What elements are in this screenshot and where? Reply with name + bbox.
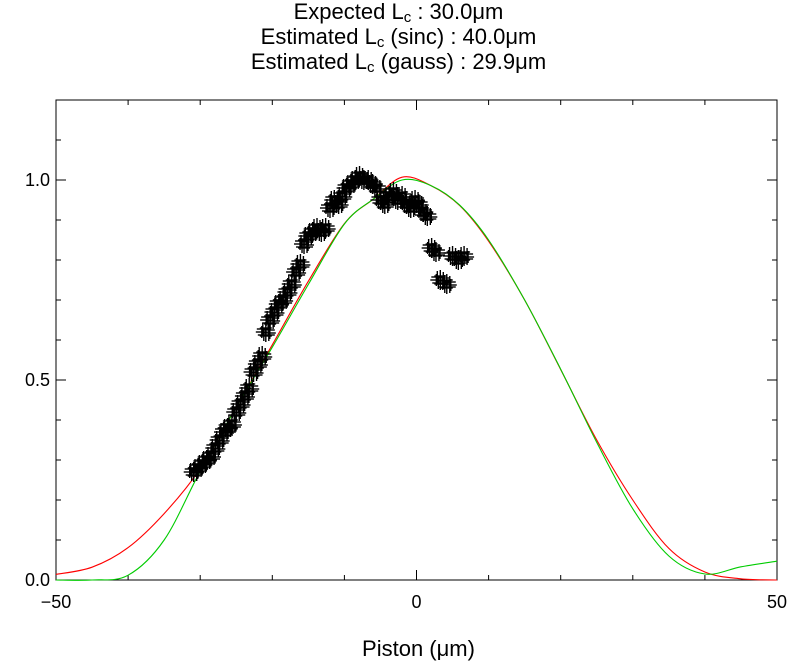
data-points bbox=[183, 166, 475, 482]
tick-labels: −50 0 50 0.0 0.5 1.0 bbox=[25, 170, 787, 612]
data-point bbox=[454, 246, 475, 266]
data-point bbox=[255, 322, 276, 342]
chart-title-line-1: Expected Lc : 30.0μm bbox=[293, 0, 504, 26]
data-point bbox=[252, 346, 273, 366]
x-tick-label: 50 bbox=[767, 592, 787, 612]
plot-frame bbox=[55, 99, 778, 581]
y-tick-label: 0.0 bbox=[25, 570, 50, 590]
axis-ticks bbox=[55, 99, 778, 581]
x-axis-label: Piston (μm) bbox=[362, 636, 475, 661]
chart-title-line-2: Estimated Lc (sinc) : 40.0μm bbox=[260, 24, 537, 51]
data-point bbox=[436, 274, 457, 294]
sinc-fit-curve bbox=[55, 176, 778, 581]
chart-title-line-3: Estimated Lc (gauss) : 29.9μm bbox=[250, 49, 547, 76]
fit-curves bbox=[55, 176, 778, 581]
y-tick-label: 0.5 bbox=[25, 370, 50, 390]
y-tick-label: 1.0 bbox=[25, 170, 50, 190]
x-tick-label: −50 bbox=[41, 592, 72, 612]
data-point bbox=[315, 218, 336, 238]
x-tick-label: 0 bbox=[411, 592, 421, 612]
data-point bbox=[425, 242, 446, 262]
data-point bbox=[290, 254, 311, 274]
gauss-fit-curve bbox=[55, 178, 778, 581]
data-point bbox=[239, 378, 260, 398]
data-point bbox=[281, 274, 302, 294]
data-point bbox=[417, 206, 438, 226]
